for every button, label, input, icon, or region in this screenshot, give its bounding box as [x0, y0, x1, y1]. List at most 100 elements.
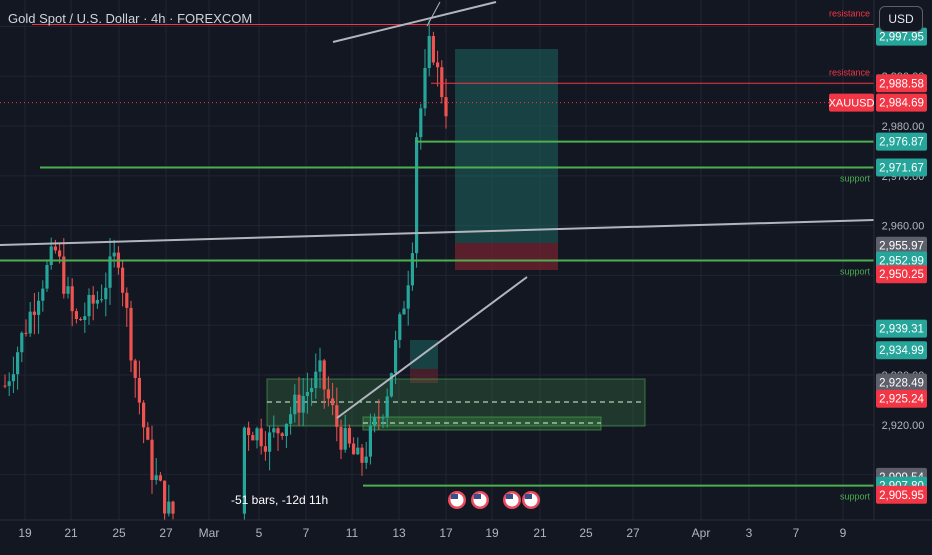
candle-body	[133, 360, 137, 378]
candle-body	[121, 267, 125, 293]
price-tag-label: 2,952.99	[879, 256, 924, 268]
time-tick-label: 7	[303, 526, 310, 540]
time-tick-label: 9	[840, 526, 847, 540]
candle-body	[402, 308, 406, 315]
candle-body	[28, 311, 32, 334]
chart-title: Gold Spot / U.S. Dollar · 4h · FOREXCOM	[8, 11, 253, 26]
candle-body	[49, 246, 53, 266]
event-marker-flag	[506, 494, 513, 499]
candle-body	[37, 300, 41, 315]
drawing-zones	[266, 49, 646, 431]
candle-body	[331, 398, 335, 406]
candle-body	[74, 311, 78, 320]
candle-body	[440, 67, 444, 98]
candle-body	[259, 428, 263, 447]
candle-body	[364, 456, 368, 463]
symbol-tag-label: XAUUSD	[829, 98, 875, 110]
trendline-long	[0, 219, 875, 246]
price-tag-label: 2,988.58	[879, 78, 924, 90]
price-tag-bg	[876, 389, 927, 408]
time-tick-label: 27	[626, 526, 640, 540]
time-axis-bg	[0, 520, 932, 550]
candle-body	[263, 446, 267, 452]
time-tick-label: 17	[439, 526, 453, 540]
price-tag-label: 2,928.49	[879, 378, 924, 390]
candle-body	[389, 373, 393, 397]
time-tick-label: 27	[159, 526, 173, 540]
take-profit-zone	[455, 49, 558, 243]
price-tag-bg	[876, 341, 927, 360]
candle-body	[280, 433, 284, 437]
candle-body	[377, 417, 381, 419]
price-tag-label: 2,925.24	[879, 394, 924, 406]
price-tag-label: 2,955.97	[879, 241, 924, 253]
candle-body	[32, 311, 36, 315]
candle-body	[167, 501, 171, 514]
candle-body	[137, 377, 141, 403]
price-tag-bg	[876, 265, 927, 284]
candle-body	[129, 307, 133, 361]
price-tag-label: 2,934.99	[879, 345, 924, 357]
candle-body	[251, 435, 255, 441]
candle-body	[284, 423, 288, 437]
candle-body	[444, 97, 448, 117]
candle-body	[305, 391, 309, 396]
candle-body	[70, 286, 74, 312]
level-label-support: support	[840, 174, 871, 184]
price-tag-bg	[876, 319, 927, 338]
time-axis[interactable]: 19 21 25 27 Mar 5 7 11 13 17 19 21 25 27 Apr 3 7 9	[0, 519, 932, 550]
candle-body	[276, 428, 280, 434]
price-tag-bg	[876, 74, 927, 93]
candle-body	[373, 417, 377, 426]
time-tick-label: Apr	[692, 526, 711, 540]
candle-body	[125, 292, 129, 308]
time-tick-label: 5	[256, 526, 263, 540]
candle-body	[108, 256, 112, 288]
candle-body	[87, 294, 91, 317]
candle-body	[360, 447, 364, 463]
price-axis[interactable]: 2,990.002,970.002,930.002,980.002,960.00…	[829, 0, 932, 520]
candle-body	[100, 299, 104, 301]
candle-body	[423, 68, 427, 109]
candle-body	[268, 432, 272, 452]
currency-button[interactable]: USD	[879, 6, 923, 32]
candle-body	[7, 381, 11, 386]
price-tag-label: 2,976.87	[879, 137, 924, 149]
candle-body	[326, 389, 330, 399]
candle-body	[419, 108, 423, 138]
candle-body	[431, 36, 435, 63]
price-tag-bg	[876, 93, 927, 112]
candle-body	[24, 332, 28, 334]
price-tag-bg	[876, 251, 927, 270]
time-tick-label: 13	[392, 526, 406, 540]
candle-body	[301, 395, 305, 413]
candle-body	[343, 427, 347, 450]
candle-body	[104, 287, 108, 300]
candle-body	[314, 371, 318, 389]
level-label-support: support	[840, 267, 871, 277]
candle-body	[247, 427, 251, 436]
candle-body	[41, 288, 45, 301]
time-tick-label: 25	[579, 526, 593, 540]
time-tick-label: 19	[485, 526, 499, 540]
stop-loss-zone	[455, 243, 558, 270]
time-tick-label: 21	[533, 526, 547, 540]
price-tag-label: 2,950.25	[879, 269, 924, 281]
candle-body	[3, 385, 7, 387]
candle-body	[293, 394, 297, 415]
candle-body	[163, 480, 167, 514]
candle-body	[356, 447, 360, 455]
candle-body	[11, 374, 15, 382]
candle-body	[272, 428, 276, 433]
candle-body	[58, 250, 62, 257]
candle-body	[410, 253, 414, 286]
price-tag-bg	[876, 373, 927, 392]
candle-body	[171, 501, 175, 514]
price-tag-bg	[876, 27, 927, 46]
event-marker-flag	[474, 494, 481, 499]
candle-body	[385, 396, 389, 418]
level-label-resistance: resistance	[829, 8, 870, 18]
symbol-tag-bg	[829, 93, 874, 112]
